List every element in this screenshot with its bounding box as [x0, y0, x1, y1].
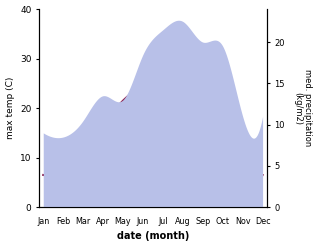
X-axis label: date (month): date (month): [117, 231, 189, 242]
Y-axis label: max temp (C): max temp (C): [5, 77, 15, 139]
Y-axis label: med. precipitation
(kg/m2): med. precipitation (kg/m2): [293, 69, 313, 147]
